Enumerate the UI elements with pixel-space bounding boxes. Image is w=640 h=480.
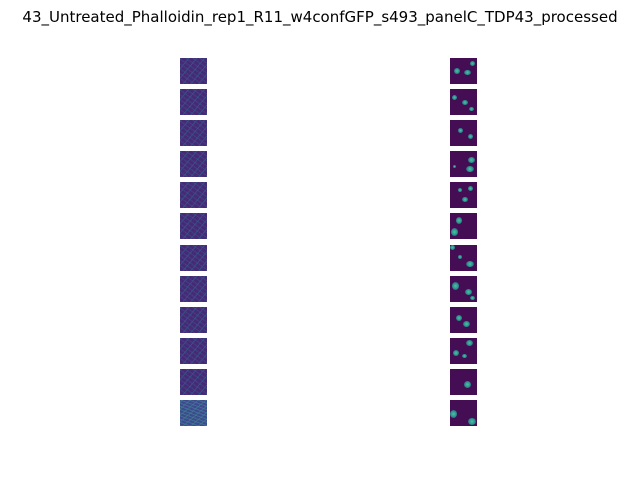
phalloidin-tile — [180, 120, 207, 147]
tdp43-tile — [450, 337, 477, 364]
tdp43-tile — [450, 213, 477, 240]
phalloidin-tile — [180, 182, 207, 209]
tdp43-tile — [450, 400, 477, 427]
tdp43-tile — [450, 182, 477, 209]
phalloidin-tile — [180, 400, 207, 427]
phalloidin-tile — [180, 213, 207, 240]
tdp43-tile — [450, 244, 477, 271]
phalloidin-tile-column — [180, 58, 208, 431]
phalloidin-tile — [180, 89, 207, 116]
tdp43-tile — [450, 306, 477, 333]
tdp43-tile — [450, 151, 477, 178]
phalloidin-tile — [180, 368, 207, 395]
tdp43-tile — [450, 275, 477, 302]
figure-title: 43_Untreated_Phalloidin_rep1_R11_w4confG… — [22, 8, 618, 26]
phalloidin-tile — [180, 275, 207, 302]
phalloidin-tile — [180, 337, 207, 364]
phalloidin-tile — [180, 306, 207, 333]
tdp43-tile — [450, 120, 477, 147]
tdp43-tile-column — [450, 58, 478, 431]
tdp43-tile — [450, 89, 477, 116]
tdp43-tile — [450, 368, 477, 395]
tdp43-tile — [450, 58, 477, 84]
phalloidin-tile — [180, 151, 207, 178]
phalloidin-tile — [180, 244, 207, 271]
phalloidin-tile — [180, 58, 207, 84]
